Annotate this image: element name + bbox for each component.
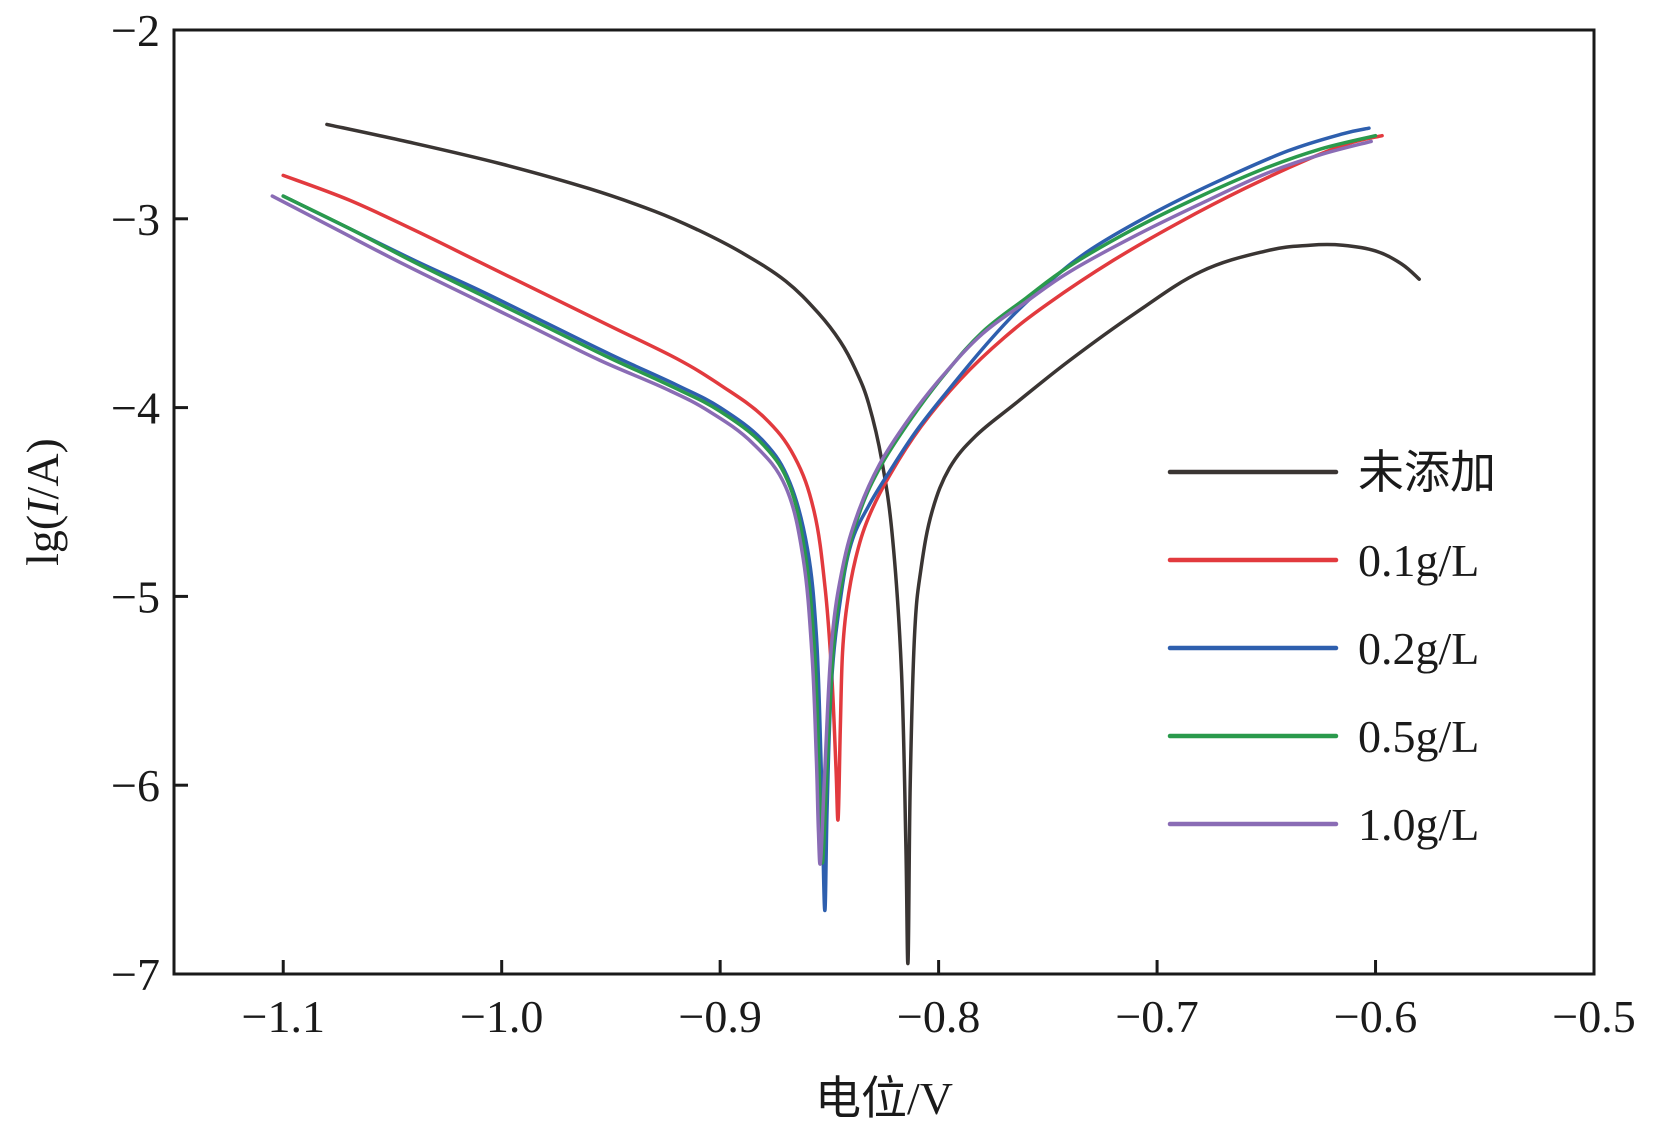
legend-label: 未添加 [1358, 447, 1496, 498]
x-tick-label: −0.7 [1115, 991, 1198, 1042]
legend-label: 0.5g/L [1358, 711, 1479, 762]
x-tick-label: −0.6 [1334, 991, 1417, 1042]
series-line-4 [281, 133, 1378, 865]
y-tick-label: −4 [111, 383, 160, 434]
x-tick-label: −0.9 [678, 991, 761, 1042]
x-tick-label: −1.1 [242, 991, 325, 1042]
plot-frame [172, 28, 1596, 976]
y-tick-label: −2 [111, 5, 160, 56]
x-axis-title: 电位/V [815, 1073, 953, 1124]
y-tick-label: −7 [111, 949, 160, 1000]
series-line-5 [270, 139, 1373, 866]
y-tick-label: −5 [111, 571, 160, 622]
series-line-1 [325, 122, 1421, 966]
ticks-layer: −1.1 −1.0 −0.9 −0.8 −0.7 −0.6 −0.5 −2 −3 −4 −5 −6 −7 [111, 5, 1636, 1042]
legend-label: 1.0g/L [1358, 799, 1479, 850]
legend-label: 0.1g/L [1358, 535, 1479, 586]
y-tick-label: −3 [111, 194, 160, 245]
y-tick-label: −6 [111, 760, 160, 811]
y-axis-title: lg(I/A) [17, 438, 68, 566]
series-line-2 [281, 133, 1384, 822]
x-tick-label: −0.5 [1552, 991, 1635, 1042]
x-tick-label: −1.0 [460, 991, 543, 1042]
series-layer [270, 122, 1421, 966]
legend-label: 0.2g/L [1358, 623, 1479, 674]
legend: 未添加 0.1g/L 0.2g/L 0.5g/L 1.0g/L [1167, 447, 1496, 850]
x-tick-label: −0.8 [897, 991, 980, 1042]
